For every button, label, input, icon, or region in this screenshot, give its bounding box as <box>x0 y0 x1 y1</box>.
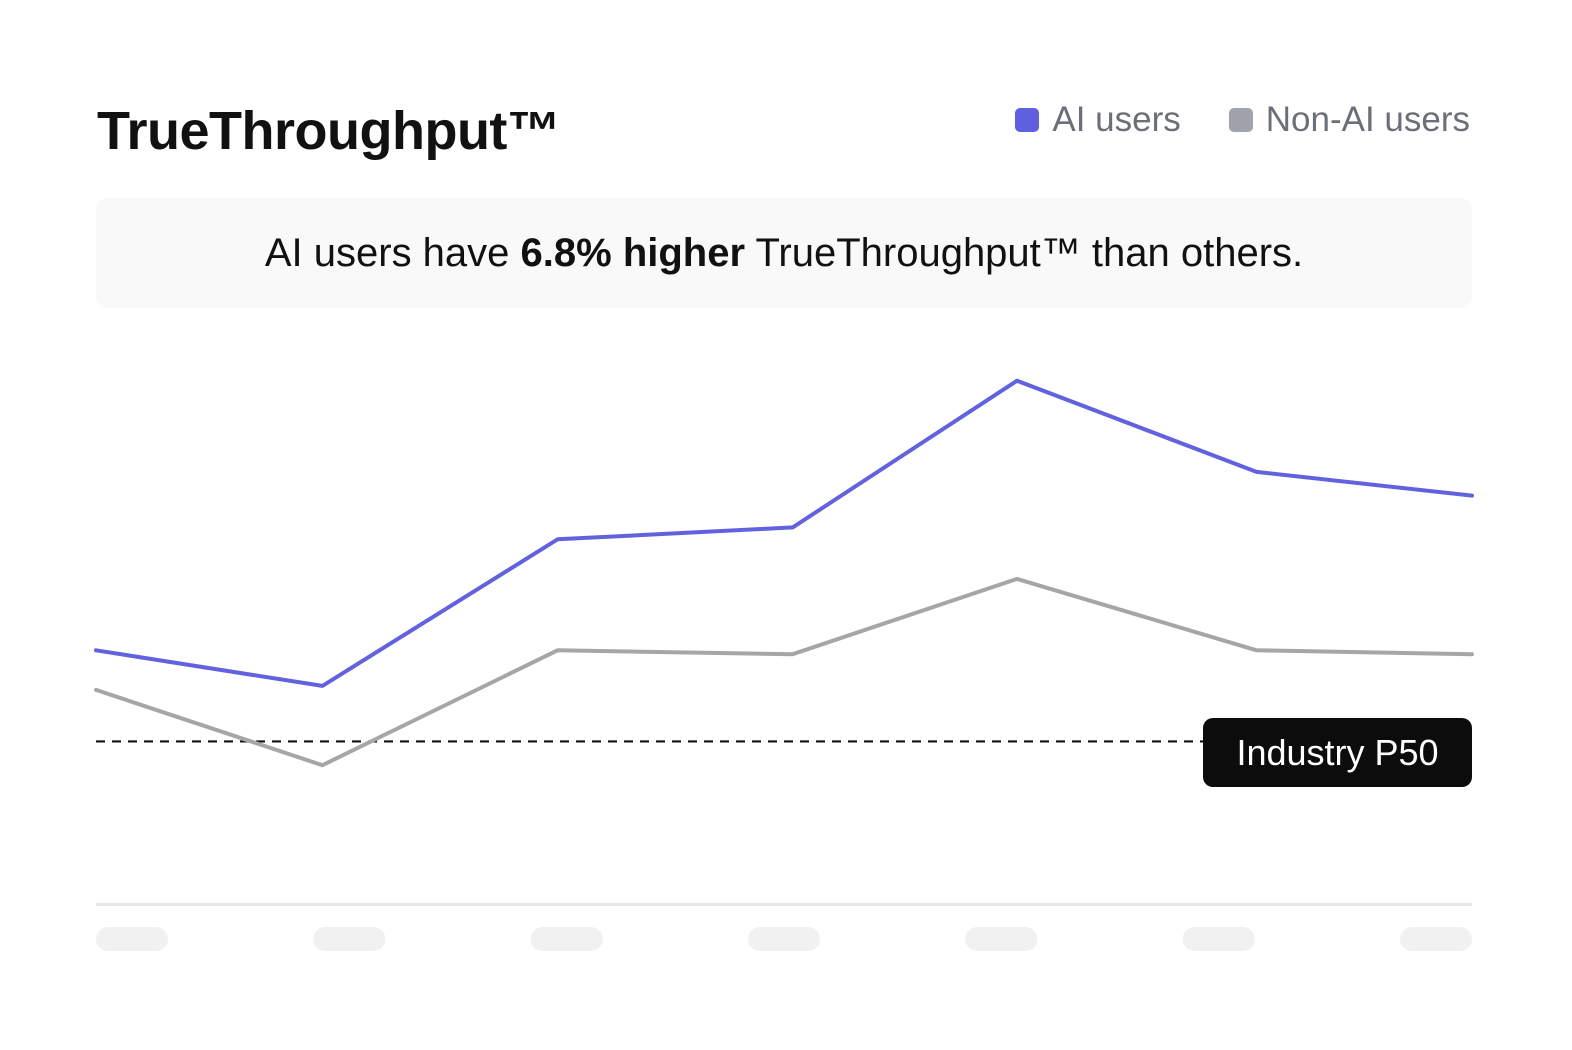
series-group <box>94 378 1474 768</box>
x-tick-placeholder <box>1182 927 1255 951</box>
series-line-ai-users <box>94 378 1474 688</box>
legend-swatch-ai-users <box>1015 108 1040 132</box>
legend-swatch-non-ai-users <box>1228 108 1253 132</box>
legend-label-ai-users: AI users <box>1052 100 1181 139</box>
x-tick-placeholder <box>965 927 1038 951</box>
x-tick-placeholders <box>96 927 1472 951</box>
x-tick-placeholder <box>1400 927 1472 951</box>
industry-p50-label: Industry P50 <box>1203 718 1472 787</box>
summary-highlight: 6.8% higher <box>520 230 746 275</box>
legend-item-non-ai-users: Non-AI users <box>1228 100 1470 140</box>
legend: AI users Non-AI users <box>1015 100 1470 140</box>
summary-suffix: TrueThroughput™ than others. <box>745 230 1304 275</box>
chart-title: TrueThroughput™ <box>97 101 561 161</box>
x-tick-placeholder <box>313 927 386 951</box>
summary-banner: AI users have 6.8% higher TrueThroughput… <box>96 198 1472 308</box>
summary-prefix: AI users have <box>264 230 521 275</box>
x-tick-placeholder <box>530 927 603 951</box>
x-tick-placeholder <box>96 927 168 951</box>
legend-label-non-ai-users: Non-AI users <box>1265 100 1470 139</box>
x-tick-placeholder <box>748 927 820 951</box>
legend-item-ai-users: AI users <box>1015 100 1181 140</box>
